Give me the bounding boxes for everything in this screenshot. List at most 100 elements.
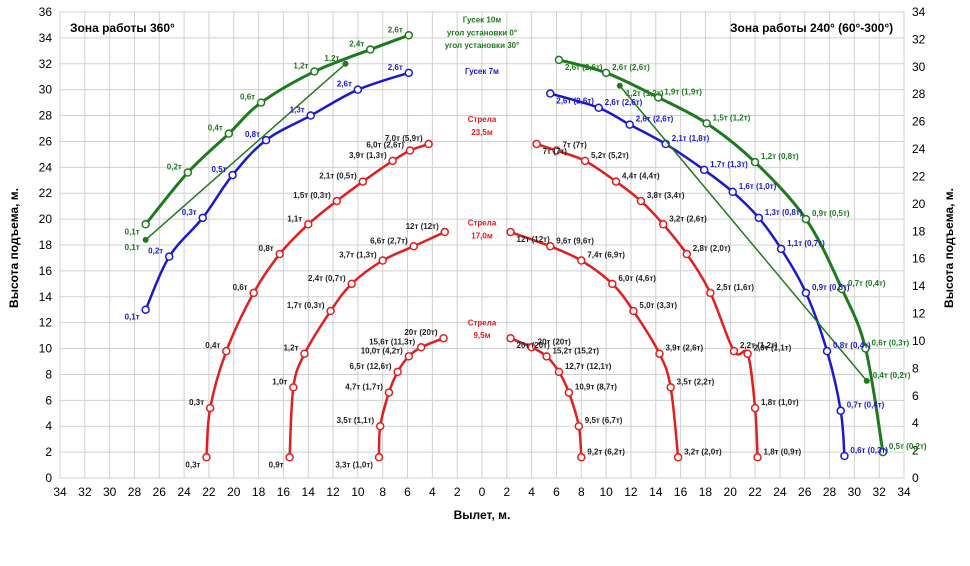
y-tick-label-left: 26 [39,134,53,148]
data-label: 2,2т (1,2т) [740,341,778,350]
data-label: 2,6т (2,6т) [556,97,594,106]
data-label: 4,4т (4,4т) [622,172,660,181]
data-point [729,346,739,356]
y-tick-label-left: 6 [45,393,52,407]
data-point [608,279,617,289]
data-point [840,451,849,461]
data-label: 5,2т (5,2т) [591,151,629,160]
x-tick-label: 28 [128,485,142,499]
x-tick-label: 6 [553,485,560,499]
y-tick-label-left: 30 [39,83,53,97]
data-point [753,453,762,462]
x-axis-title: Вылет, м. [454,508,511,522]
data-label: 0,8т [259,244,274,253]
data-point [836,406,845,415]
data-label: 20т (20т) [517,341,551,350]
series [141,31,888,462]
data-label: 2,6т (2,6т) [605,98,643,107]
data-point [577,453,586,462]
x-tick-label: 22 [202,485,216,499]
data-point [303,220,313,229]
data-label: 2,1т (0,5т) [319,172,357,181]
series-line [144,71,410,311]
y-tick-label-right: 6 [912,389,919,403]
data-label: 1,6т (1,0т) [739,182,777,191]
data-label: 1,1т [287,214,302,223]
data-point [754,213,764,223]
data-point [743,349,752,358]
data-label: 0,9т (0,5т) [812,209,850,218]
x-tick-label: 20 [724,485,738,499]
data-label: 1,1т (0,7т) [787,239,825,248]
data-point [801,214,811,224]
x-tick-label: 34 [53,485,67,499]
data-label: 1,2т [324,54,339,63]
data-point [183,168,193,177]
data-label: 2,0т (1,1т) [754,344,792,353]
data-label: 1,2т [293,62,308,71]
y-tick-label-left: 22 [39,186,53,200]
data-label: 2,5т (1,6т) [716,283,754,292]
x-tick-label: 14 [302,485,316,499]
data-label: 1,5т (1,2т) [713,113,751,122]
data-point [506,333,515,343]
data-label: 4,7т (1,7т) [345,383,383,392]
x-tick-label: 22 [748,485,762,499]
data-point [673,453,683,462]
y-tick-label-right: 20 [912,197,926,211]
data-label: 3,2т (2,6т) [669,214,707,223]
data-point [655,349,664,358]
zone-title-left: Зона работы 360° [70,21,175,35]
data-label: 3,9т (2,6т) [665,344,703,353]
data-point [228,170,237,180]
data-label: 2,6т (2,6т) [612,63,650,72]
y-tick-label-left: 32 [39,57,53,71]
data-point [728,187,737,197]
data-label: 3,2т (2,0т) [684,447,722,456]
data-point [326,306,335,316]
data-point [393,367,402,377]
data-point [375,421,385,431]
data-label: 12,7т (12,1т) [565,362,612,371]
data-point [198,213,207,223]
y-tick-label-right: 8 [912,361,919,375]
data-label: 9,5т (6,7т) [585,416,623,425]
x-tick-label: 8 [578,485,585,499]
data-point [332,196,342,206]
data-point [440,227,450,237]
y-tick-label-right: 16 [912,252,926,266]
y-tick-label-left: 20 [39,212,53,226]
data-point [164,252,174,261]
data-point [224,129,234,138]
y-tick-label-right: 22 [912,169,926,183]
data-label: 0,3т [189,398,204,407]
y-tick-label-right: 4 [912,416,919,430]
y-tick-label-right: 28 [912,87,926,101]
data-label: 0,5т (0,2т) [889,442,927,451]
grid [59,11,905,479]
x-tick-label: 0 [479,485,486,499]
data-point [750,157,760,167]
y-axis-title-right: Высота подъема, м. [942,188,956,308]
data-label: 7т (7т) [543,147,568,156]
data-point [636,196,646,206]
x-tick-label: 30 [848,485,862,499]
x-tick-label: 12 [326,485,340,499]
data-label: 3,9т (1,3т) [349,151,387,160]
y-tick-label-left: 14 [39,290,53,304]
data-label: 3,5т (2,2т) [677,377,715,386]
data-label: 15,2т (15,2т) [553,346,600,355]
data-point [310,67,319,76]
chart-annotation: угол установки 0° [447,28,517,37]
data-label: 15,6т (11,3т) [369,337,415,346]
data-point [416,343,426,352]
data-point [353,85,363,94]
data-point [202,453,211,462]
x-tick-label: 32 [872,485,886,499]
data-point [682,249,692,259]
data-point [564,388,574,397]
chart-annotation: Гусек 7м [465,67,499,76]
data-label: 12т (12т) [406,222,440,231]
data-point [141,305,150,314]
point-labels: 3,3т (1,0т) 3,5т (1,1т) 4,7т (1,7т) 6,5т (1… [125,25,927,469]
